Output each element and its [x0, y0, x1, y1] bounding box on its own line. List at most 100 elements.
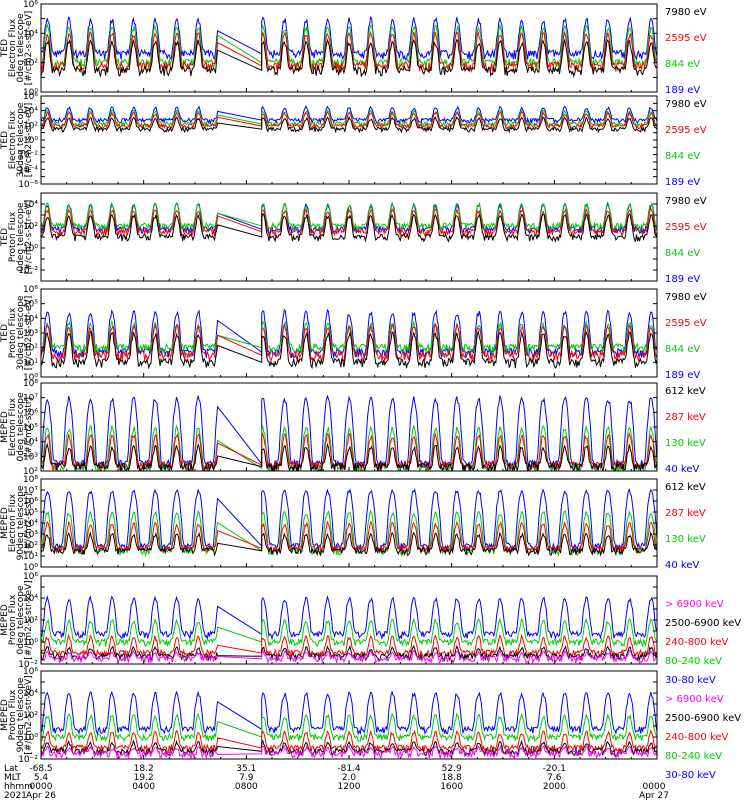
series-line-844-ev	[41, 109, 657, 129]
x-row-label: 2021	[4, 791, 27, 800]
y-tick-label: 10³	[23, 530, 38, 540]
x-tick-label: 19.2	[134, 773, 154, 783]
legend-entry: 612 keV	[665, 386, 706, 397]
legend-entry: 40 keV	[665, 560, 699, 571]
legend-entry: 612 keV	[665, 482, 706, 493]
x-tick-label: Apr 26	[26, 791, 56, 800]
y-tick-label: 10⁻²	[18, 266, 38, 276]
x-tick-label: 1600	[440, 782, 463, 792]
legend-entry: 240-800 keV	[665, 732, 729, 743]
y-label-line: MEPED	[0, 507, 10, 539]
y-label-line: 30deg telescope	[16, 102, 26, 177]
y-label-line: [#/cm2-s-str-keV]	[24, 675, 34, 754]
series-line-80-240-kev	[41, 617, 657, 648]
legend-entry: 2595 eV	[665, 33, 707, 44]
y-tick-label: 10⁴	[23, 438, 38, 448]
series-line-844-ev	[41, 201, 657, 233]
legend-entry: 844 eV	[665, 59, 700, 70]
y-label-line: 0deg telescope	[16, 585, 26, 655]
series-line-7980-ev	[41, 115, 657, 134]
legend-entry: 844 eV	[665, 248, 700, 259]
y-tick-label: 10⁸	[23, 475, 38, 485]
y-tick-label: 10⁰	[23, 373, 38, 383]
y-label-line: Proton Flux	[8, 594, 18, 645]
y-tick-label: 10⁶	[23, 497, 38, 507]
y-tick-label: 10⁸	[23, 379, 38, 389]
y-tick-label: 10⁶	[23, 667, 38, 677]
y-label-line: [#/cm2-s-str]	[24, 493, 34, 553]
y-tick-label: 10⁰	[23, 733, 38, 743]
y-label-line: Proton Flux	[8, 211, 18, 262]
y-tick-label: 10³	[23, 329, 38, 339]
legend-entry: > 6900 keV	[665, 599, 724, 610]
legend: 612 keV 287 keV 130 keV 40 keV	[665, 386, 706, 475]
series-line-7980-ev	[41, 212, 657, 243]
y-tick-label: 10²	[23, 222, 38, 232]
y-tick-label: 10²	[23, 616, 38, 626]
series-group	[41, 487, 657, 557]
y-label-line: TED	[0, 228, 10, 247]
x-tick-label: -81.4	[337, 764, 361, 774]
y-label-line: 0deg telescope	[16, 392, 26, 462]
series-line-2500-6900-kev	[41, 644, 657, 663]
x-tick-label: 0000	[643, 782, 666, 792]
legend: 7980 eV 2595 eV 844 eV 189 eV	[665, 196, 707, 285]
x-tick-label: -20.1	[543, 764, 566, 774]
y-tick-label: 10²	[23, 541, 38, 551]
y-tick-label: 10⁰	[23, 136, 38, 146]
series-line-189-ev	[41, 105, 657, 125]
legend-entry: 189 eV	[665, 85, 700, 96]
y-label-line: 90deg telescope	[16, 485, 26, 560]
x-tick-label: 18.2	[134, 764, 154, 774]
series-group	[41, 308, 657, 370]
y-tick-label: 10⁵	[23, 423, 38, 433]
y-tick-label: 10⁻⁴	[18, 165, 38, 175]
y-tick-label: 10⁶	[23, 0, 38, 10]
y-tick-label: 10⁻⁶	[18, 180, 38, 190]
y-label-line: TED	[0, 131, 10, 150]
series-line-40-kev	[41, 487, 657, 552]
series-line-844-ev	[41, 23, 657, 70]
legend-entry: 844 eV	[665, 344, 700, 355]
series-line-287-kev	[41, 431, 657, 471]
y-tick-label: 10¹	[23, 358, 38, 368]
legend-entry: 2595 eV	[665, 125, 707, 136]
y-label-line: Electron Flux	[8, 110, 18, 169]
y-label-line: 0deg telescope	[16, 13, 26, 83]
x-tick-label: 1200	[338, 782, 361, 792]
y-label-line: MEPED	[0, 411, 10, 443]
legend-entry: 2595 eV	[665, 222, 707, 233]
y-label-line: MEPED	[0, 604, 10, 636]
legend-entry: 80-240 keV	[665, 751, 722, 762]
x-tick-label: 0000	[30, 782, 53, 792]
y-tick-label: 10⁴	[23, 29, 38, 39]
x-tick-label: Apr 27	[639, 791, 669, 800]
y-tick-label: 10⁴	[23, 594, 38, 604]
x-row-label: hhmm	[4, 782, 33, 792]
series-line-287-kev	[41, 520, 657, 555]
x-tick-label: -68.5	[29, 764, 52, 774]
y-label-line: [#/cm2-s-str-eV]	[24, 103, 34, 178]
series-line-7980-ev	[41, 329, 657, 370]
y-tick-label: 10²	[23, 59, 38, 69]
y-tick-label: 10¹	[23, 552, 38, 562]
y-label-line: [#/cm2-s-str-eV]	[24, 11, 34, 86]
y-tick-label: 10⁷	[23, 394, 38, 404]
series-line-7980-ev	[41, 38, 657, 79]
series-line-2595-ev	[41, 323, 657, 363]
x-row-label: MLT	[4, 773, 22, 783]
x-tick-label: 5.4	[34, 773, 49, 783]
x-tick-label: 18.8	[442, 773, 462, 783]
legend-entry: 80-240 keV	[665, 656, 722, 667]
series-group	[41, 105, 657, 134]
series-line--6900-kev	[41, 648, 657, 664]
series-line-2595-ev	[41, 207, 657, 238]
